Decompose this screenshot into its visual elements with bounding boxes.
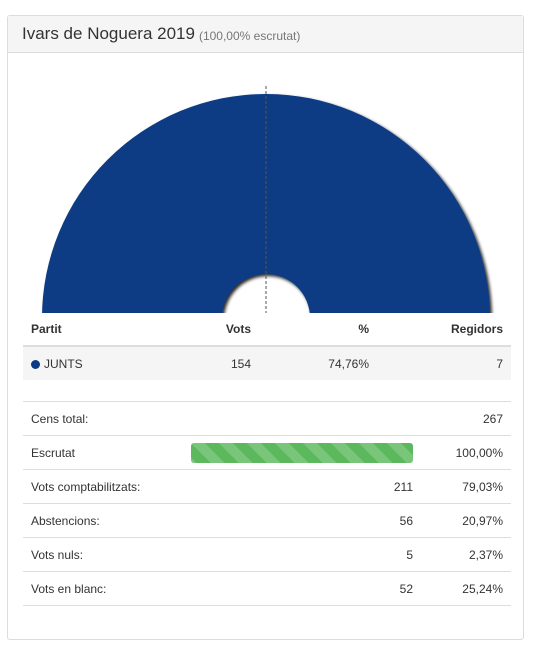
- summary-row: Vots en blanc: 52 25,24%: [23, 571, 511, 606]
- panel-header: Ivars de Noguera 2019 (100,00% escrutat): [8, 16, 523, 53]
- summary-row-cens: Cens total: 267: [23, 401, 511, 436]
- escrutat-progress-fill: [191, 442, 413, 463]
- summary-percent: 25,24%: [421, 571, 511, 606]
- votes-cell: 154: [181, 346, 259, 380]
- summary-label: Vots comptabilitzats:: [23, 469, 161, 504]
- summary-percent: 2,37%: [421, 537, 511, 572]
- party-name: JUNTS: [44, 356, 83, 371]
- results-table: Partit Vots % Regidors JUNTS 154 74,76% …: [23, 313, 511, 380]
- escrutat-progress-bar: [191, 442, 413, 463]
- summary-count: 56: [160, 503, 421, 538]
- summary-row-escrutat: Escrutat 100,00%: [23, 435, 511, 470]
- summary-label: Vots en blanc:: [23, 571, 161, 606]
- summary-value: 267: [421, 401, 511, 436]
- party-color-dot: [31, 359, 40, 369]
- results-header-row: Partit Vots % Regidors: [23, 313, 511, 347]
- party-column-header: Partit: [23, 313, 181, 347]
- summary-table: Cens total: 267 Escrutat 100,00% Vots co…: [23, 401, 511, 606]
- seats-chart: [42, 86, 490, 313]
- summary-label: Abstencions:: [23, 503, 161, 538]
- summary-row: Vots nuls: 5 2,37%: [23, 537, 511, 572]
- percent-column-header: %: [259, 313, 377, 347]
- seats-cell: 7: [377, 346, 511, 380]
- percent-cell: 74,76%: [259, 346, 377, 380]
- panel-subtitle: (100,00% escrutat): [198, 28, 301, 43]
- summary-label: Cens total:: [23, 401, 161, 436]
- summary-count: 211: [160, 469, 421, 504]
- seats-column-header: Regidors: [377, 313, 511, 347]
- summary-percent: 79,03%: [421, 469, 511, 504]
- panel-title: Ivars de Noguera 2019: [22, 24, 195, 43]
- summary-label: Escrutat: [23, 435, 161, 470]
- summary-label: Vots nuls:: [23, 537, 161, 572]
- summary-percent: 100,00%: [421, 435, 511, 470]
- table-row: JUNTS 154 74,76% 7: [23, 346, 511, 380]
- votes-column-header: Vots: [181, 313, 259, 347]
- party-cell: JUNTS: [23, 346, 181, 380]
- summary-row: Vots comptabilitzats: 211 79,03%: [23, 469, 511, 504]
- summary-percent: 20,97%: [421, 503, 511, 538]
- summary-count: 5: [160, 537, 421, 572]
- results-panel: Ivars de Noguera 2019 (100,00% escrutat)…: [7, 15, 524, 640]
- summary-row: Abstencions: 56 20,97%: [23, 503, 511, 538]
- summary-count: 52: [160, 571, 421, 606]
